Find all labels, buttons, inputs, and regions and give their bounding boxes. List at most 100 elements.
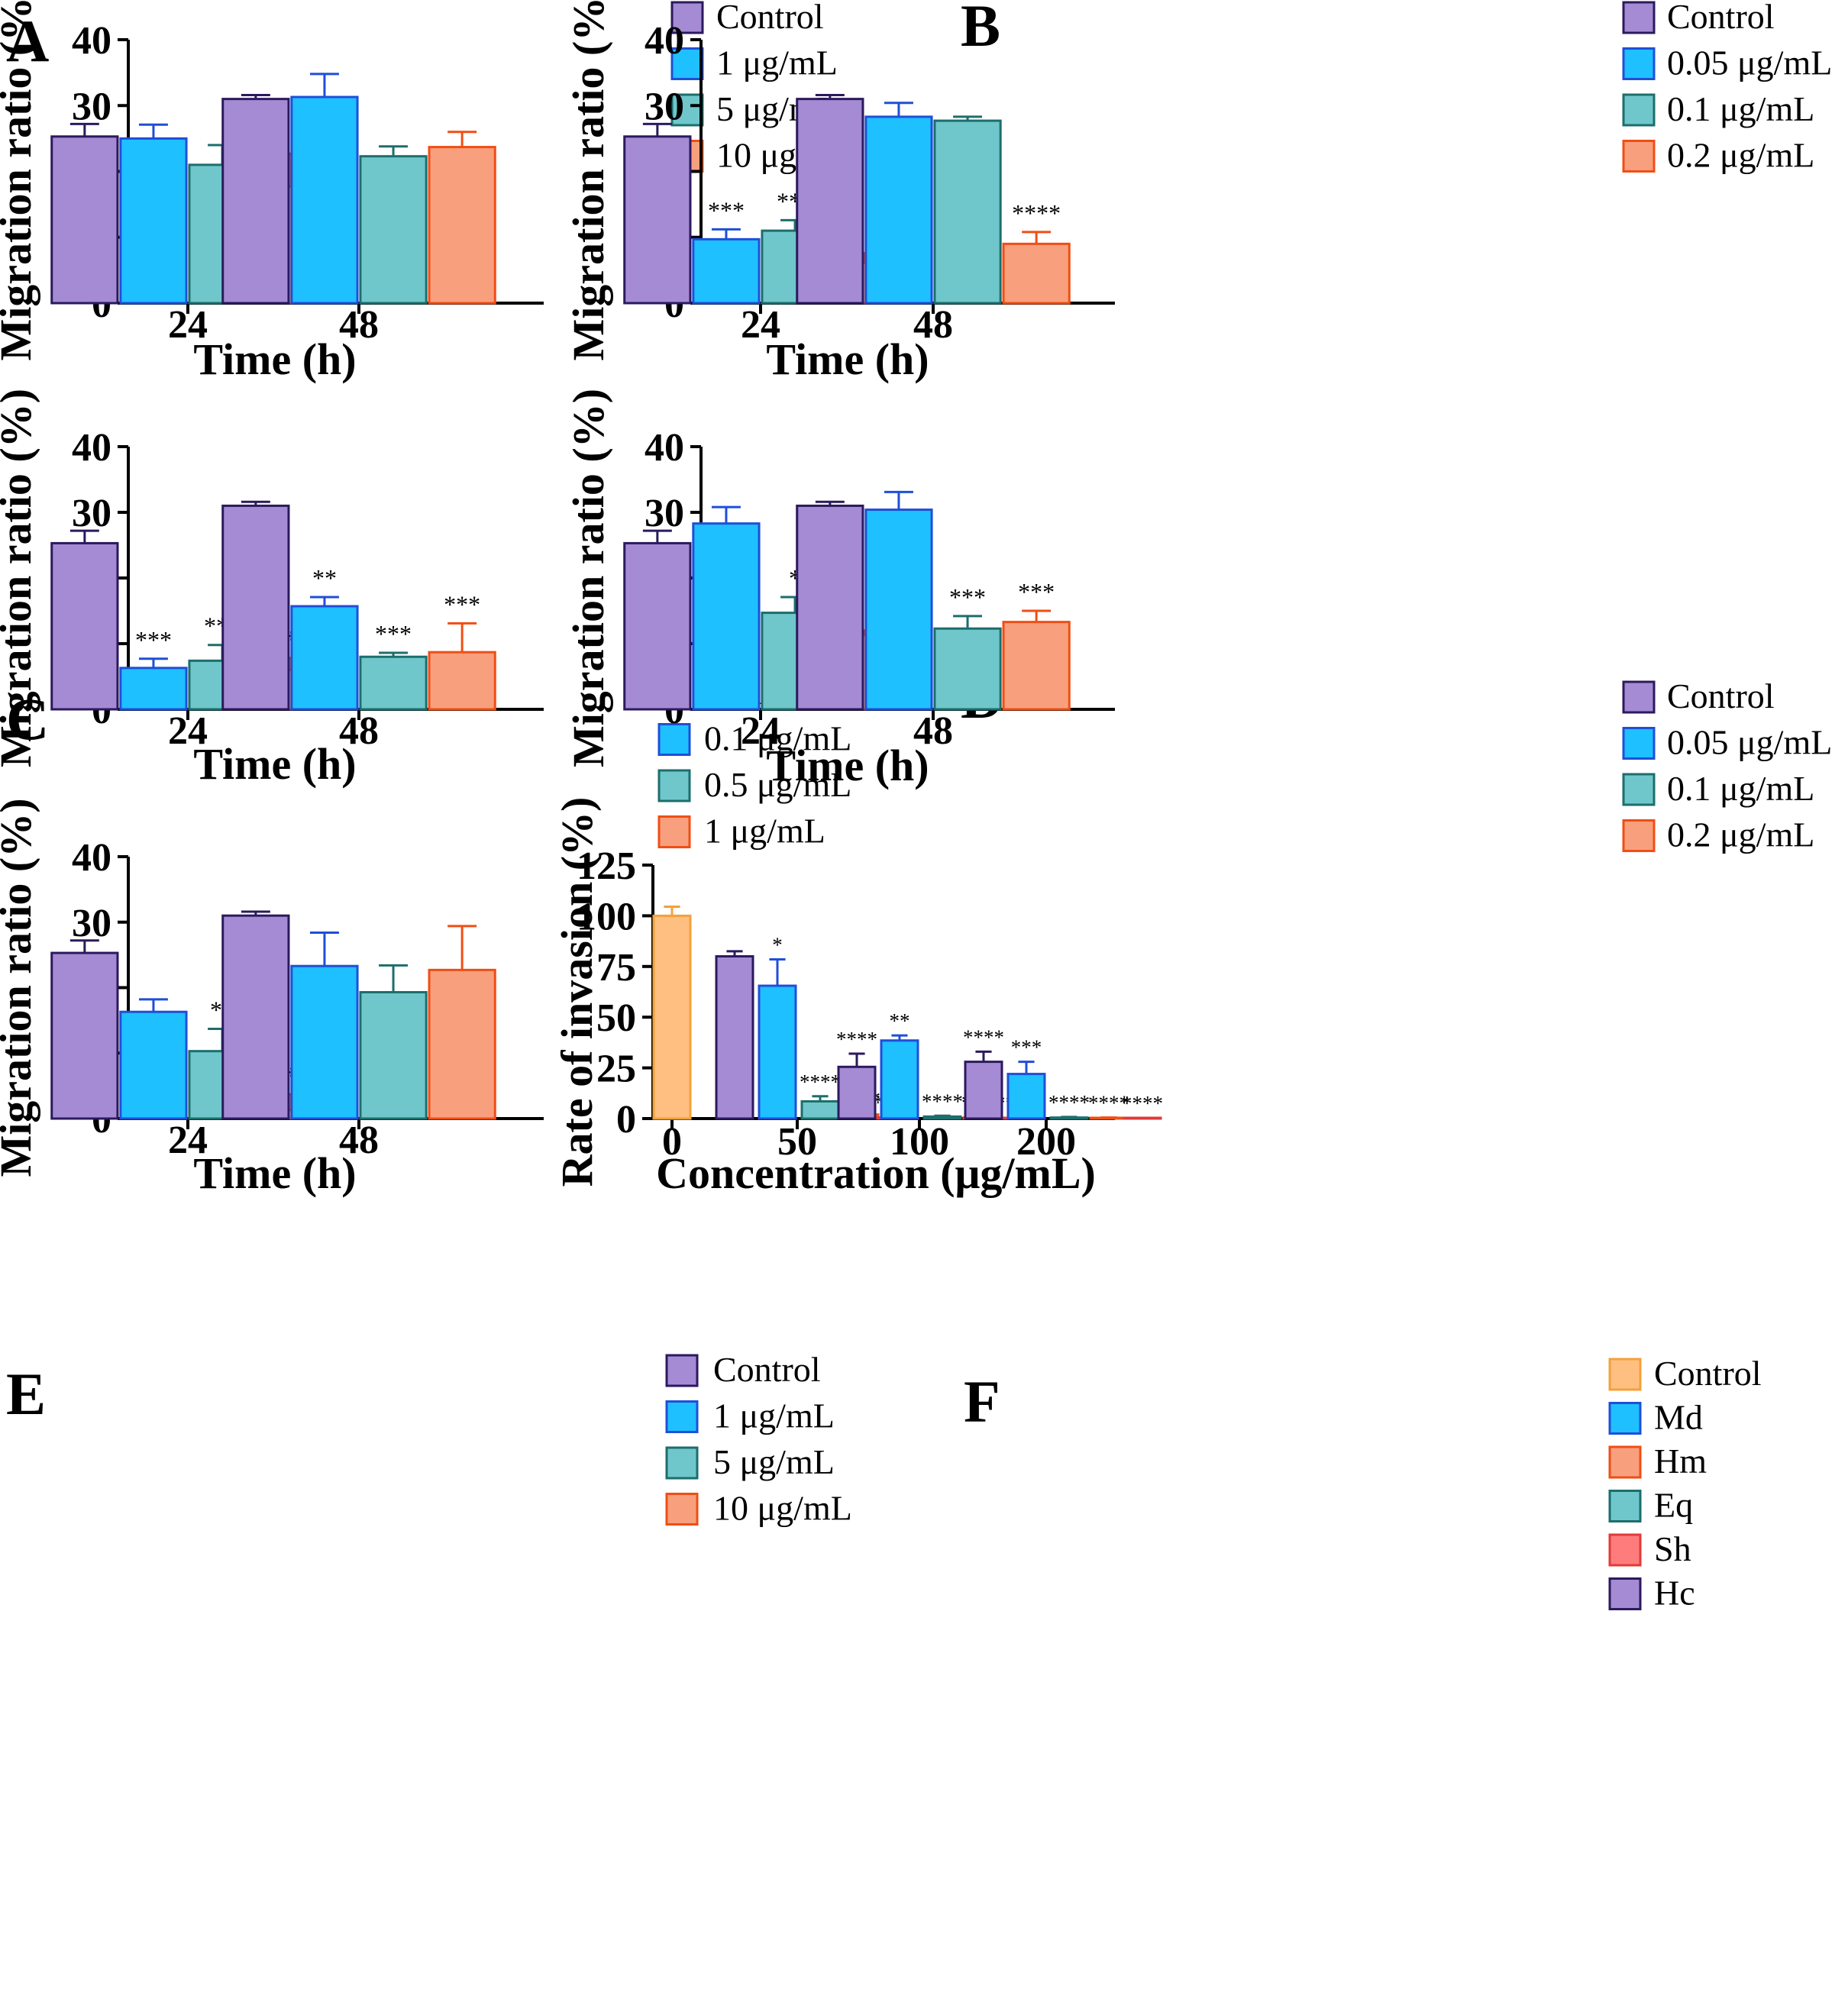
significance-label: * bbox=[772, 934, 783, 957]
legend-label: 0.5 μg/mL bbox=[704, 765, 851, 804]
panel-label: F bbox=[964, 1368, 1000, 1435]
bar bbox=[880, 1039, 919, 1120]
legend-swatch bbox=[1608, 1533, 1642, 1567]
bar bbox=[221, 504, 290, 711]
legend-label: 0.1 μg/mL bbox=[1667, 769, 1814, 808]
x-tick-label: 24 bbox=[168, 709, 208, 753]
bar bbox=[623, 135, 692, 305]
bar bbox=[221, 914, 290, 1120]
significance-label: *** bbox=[1011, 1036, 1042, 1059]
legend-swatch bbox=[1622, 47, 1656, 80]
x-tick-label: 48 bbox=[913, 303, 953, 347]
legend-swatch bbox=[657, 769, 691, 802]
legend-swatch bbox=[657, 723, 691, 756]
chart-panel-e: 0102030402448Time (h)Migration ratio (%)… bbox=[0, 798, 852, 1527]
x-tick-label: 50 bbox=[777, 1120, 817, 1164]
legend-label: Control bbox=[713, 1350, 821, 1389]
legend-label: 0.05 μg/mL bbox=[1667, 723, 1832, 762]
legend-swatch bbox=[1608, 1402, 1642, 1435]
y-tick-label: 30 bbox=[645, 492, 684, 535]
panel-label: B bbox=[961, 0, 1000, 59]
bar bbox=[290, 605, 359, 711]
significance-label: **** bbox=[836, 1028, 877, 1051]
legend-swatch bbox=[665, 1446, 699, 1480]
legend-label: Control bbox=[1654, 1354, 1762, 1393]
significance-label: *** bbox=[375, 620, 412, 647]
legend-label: 0.2 μg/mL bbox=[1667, 815, 1814, 854]
y-tick-label: 50 bbox=[596, 996, 636, 1040]
legend-label: Control bbox=[716, 0, 824, 36]
bar bbox=[428, 651, 496, 711]
y-tick-label: 100 bbox=[577, 895, 636, 938]
legend-swatch bbox=[670, 1, 704, 34]
bar bbox=[692, 522, 761, 711]
y-tick-label: 40 bbox=[72, 426, 111, 470]
significance-label: **** bbox=[1048, 1091, 1090, 1114]
legend-label: 1 μg/mL bbox=[704, 812, 825, 851]
x-tick-label: 48 bbox=[339, 1119, 379, 1162]
bar bbox=[290, 95, 359, 305]
panel-label: C bbox=[6, 686, 49, 752]
y-tick-label: 30 bbox=[72, 492, 111, 535]
bar bbox=[933, 627, 1002, 711]
significance-label: *** bbox=[135, 626, 172, 654]
significance-label: **** bbox=[800, 1070, 841, 1093]
legend-label: Md bbox=[1654, 1398, 1703, 1437]
y-tick-label: 40 bbox=[72, 836, 111, 880]
significance-label: **** bbox=[1012, 199, 1061, 227]
bar bbox=[359, 155, 428, 305]
bar bbox=[221, 98, 290, 305]
x-tick-label: 48 bbox=[913, 709, 953, 753]
bar bbox=[290, 964, 359, 1120]
x-axis-title: Concentration (μg/mL) bbox=[656, 1148, 1096, 1198]
y-tick-label: 30 bbox=[72, 902, 111, 945]
bar bbox=[359, 991, 428, 1120]
legend-label: Control bbox=[1667, 676, 1775, 715]
legend-label: 5 μg/mL bbox=[713, 1442, 835, 1481]
bar bbox=[50, 951, 119, 1120]
legend-label: Eq bbox=[1654, 1486, 1693, 1525]
legend-swatch bbox=[1608, 1358, 1642, 1391]
x-tick-label: 100 bbox=[890, 1120, 949, 1164]
legend-swatch bbox=[657, 815, 691, 848]
y-tick-label: 40 bbox=[645, 19, 684, 63]
y-tick-label: 125 bbox=[577, 844, 636, 888]
legend-swatch bbox=[1622, 727, 1656, 760]
x-axis-title: Time (h) bbox=[193, 739, 356, 789]
y-tick-label: 30 bbox=[72, 85, 111, 128]
legend-label: Sh bbox=[1654, 1529, 1691, 1568]
y-tick-label: 40 bbox=[72, 19, 111, 63]
chart-panel-a: 0102030402448Time (h)Migration ratio (%)… bbox=[0, 0, 855, 384]
legend-swatch bbox=[665, 1493, 699, 1526]
bar bbox=[623, 541, 692, 711]
bar bbox=[1002, 621, 1071, 711]
legend-swatch bbox=[1608, 1577, 1642, 1610]
y-axis-title: Rate of invasion (%) bbox=[552, 797, 602, 1187]
x-axis-title: Time (h) bbox=[766, 741, 929, 790]
legend-swatch bbox=[1622, 1, 1656, 34]
x-tick-label: 48 bbox=[339, 709, 379, 753]
legend-swatch bbox=[1622, 819, 1656, 852]
bar bbox=[758, 984, 797, 1120]
chart-panel-d: 0102030402448Time (h)Migration ratio (%)… bbox=[564, 389, 1832, 854]
significance-label: *** bbox=[949, 583, 986, 611]
legend-label: Hc bbox=[1654, 1574, 1695, 1613]
legend-swatch bbox=[1622, 680, 1656, 714]
bar bbox=[964, 1061, 1003, 1120]
y-axis-title: Migration ratio (%) bbox=[0, 798, 40, 1177]
significance-label: **** bbox=[1088, 1092, 1129, 1115]
bar bbox=[359, 655, 428, 711]
bar bbox=[119, 137, 188, 305]
legend-label: 1 μg/mL bbox=[713, 1396, 835, 1435]
bar bbox=[800, 1099, 840, 1120]
x-tick-label: 24 bbox=[741, 303, 780, 347]
bar bbox=[692, 237, 761, 305]
legend-label: 0.2 μg/mL bbox=[1667, 136, 1814, 175]
significance-label: *** bbox=[708, 196, 745, 224]
y-tick-label: 40 bbox=[645, 426, 684, 470]
y-tick-label: 0 bbox=[616, 1098, 636, 1141]
bar bbox=[50, 541, 119, 711]
legend-label: 10 μg/mL bbox=[713, 1489, 852, 1528]
significance-label: *** bbox=[444, 590, 480, 618]
